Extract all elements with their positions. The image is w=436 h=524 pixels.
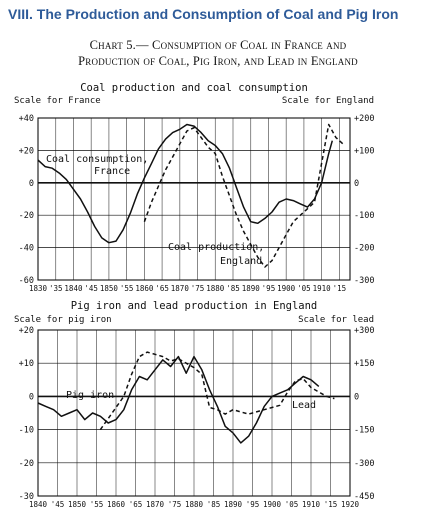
chart2-left-scale-label: Scale for pig iron (14, 315, 112, 325)
chart2-annotation: Pig iron (66, 390, 114, 401)
chart1-title: Coal production and coal consumption (80, 82, 308, 94)
chart1-x-tick-label: 1910 (313, 284, 332, 293)
chart1-right-tick-label: 0 (354, 179, 359, 189)
chart1-x-tick-label: '45 (84, 284, 98, 293)
chart2-x-tick-label: 1890 (224, 500, 243, 509)
chart1-right-tick-label: -200 (354, 244, 374, 254)
chart1-x-tick-label: 1850 (100, 284, 119, 293)
chart1-right-tick-label: -300 (354, 276, 374, 286)
chart1-left-scale-label: Scale for France (14, 96, 101, 106)
chart2-x-tick-label: 1880 (185, 500, 204, 509)
chart1-left-tick-label: +40 (19, 114, 34, 124)
chart2-x-tick-label: '85 (207, 500, 221, 509)
chart1-annotation: Coal consumption, (46, 154, 148, 165)
chart2-x-tick-label: 1920 (341, 500, 360, 509)
chart2-right-tick-label: +150 (354, 359, 374, 369)
chart1-right-tick-label: -100 (354, 211, 374, 221)
chart1-x-tick-label: 1880 (206, 284, 225, 293)
chart1-x-tick-label: 1870 (171, 284, 190, 293)
chart2-x-tick-label: '05 (285, 500, 299, 509)
chart1-x-tick-label: 1840 (64, 284, 83, 293)
chart2-x-tick-label: '75 (168, 500, 182, 509)
chart2-right-tick-label: -300 (354, 459, 374, 469)
chart2-x-tick-label: 1870 (146, 500, 165, 509)
chart1-x-tick-label: '95 (262, 284, 276, 293)
chart1-x-tick-label: '05 (297, 284, 311, 293)
chart2-left-tick-label: +10 (19, 359, 34, 369)
chart2-x-tick-label: 1850 (68, 500, 87, 509)
chart1-x-tick-label: 1900 (277, 284, 296, 293)
chart1-left-tick-label: -20 (19, 211, 34, 221)
chart1-annotation: England (220, 256, 262, 267)
chart2-right-tick-label: -150 (354, 426, 374, 436)
chart1-x-tick-label: '15 (333, 284, 347, 293)
chart2-x-tick-label: '55 (90, 500, 104, 509)
chart1-left-tick-label: 0 (29, 179, 34, 189)
chart2-x-tick-label: '95 (246, 500, 260, 509)
chart2-annotation: Lead (292, 400, 316, 411)
chart1-x-tick-label: 1890 (242, 284, 261, 293)
chart2-right-tick-label: +300 (354, 326, 374, 336)
chart1-x-tick-label: '35 (49, 284, 63, 293)
chart1-x-tick-label: '55 (120, 284, 134, 293)
chart2-left-tick-label: +20 (19, 326, 34, 336)
chart1-annotation: Coal production, (168, 242, 264, 253)
chart2-left-tick-label: -20 (19, 459, 34, 469)
chart2-right-tick-label: 0 (354, 392, 359, 402)
chart2-left-tick-label: 0 (29, 392, 34, 402)
chart2-x-tick-label: 1860 (107, 500, 126, 509)
chart1-x-tick-label: '85 (226, 284, 240, 293)
chart1-x-tick-label: 1860 (135, 284, 154, 293)
chart2-left-tick-label: -10 (19, 426, 34, 436)
chart1-left-tick-label: -40 (19, 244, 34, 254)
chart2-x-tick-label: 1900 (263, 500, 282, 509)
chart2-x-tick-label: 1840 (29, 500, 48, 509)
chart2-title: Pig iron and lead production in England (71, 300, 318, 312)
chart1-right-scale-label: Scale for England (282, 96, 374, 106)
chart1-right-tick-label: +200 (354, 114, 374, 124)
chart1-x-tick-label: '75 (191, 284, 205, 293)
chart1-left-tick-label: +20 (19, 146, 34, 156)
chart1-right-tick-label: +100 (354, 146, 374, 156)
chart1-frame (38, 118, 350, 280)
chart2-right-scale-label: Scale for lead (298, 315, 374, 325)
chart1-x-tick-label: '65 (155, 284, 169, 293)
chart1-annotation: France (94, 166, 130, 177)
chart2-x-tick-label: '65 (129, 500, 143, 509)
chart2-x-tick-label: '45 (51, 500, 65, 509)
chart1-x-tick-label: 1830 (29, 284, 48, 293)
chart2-x-tick-label: 1910 (302, 500, 321, 509)
chart2-x-tick-label: '15 (324, 500, 338, 509)
